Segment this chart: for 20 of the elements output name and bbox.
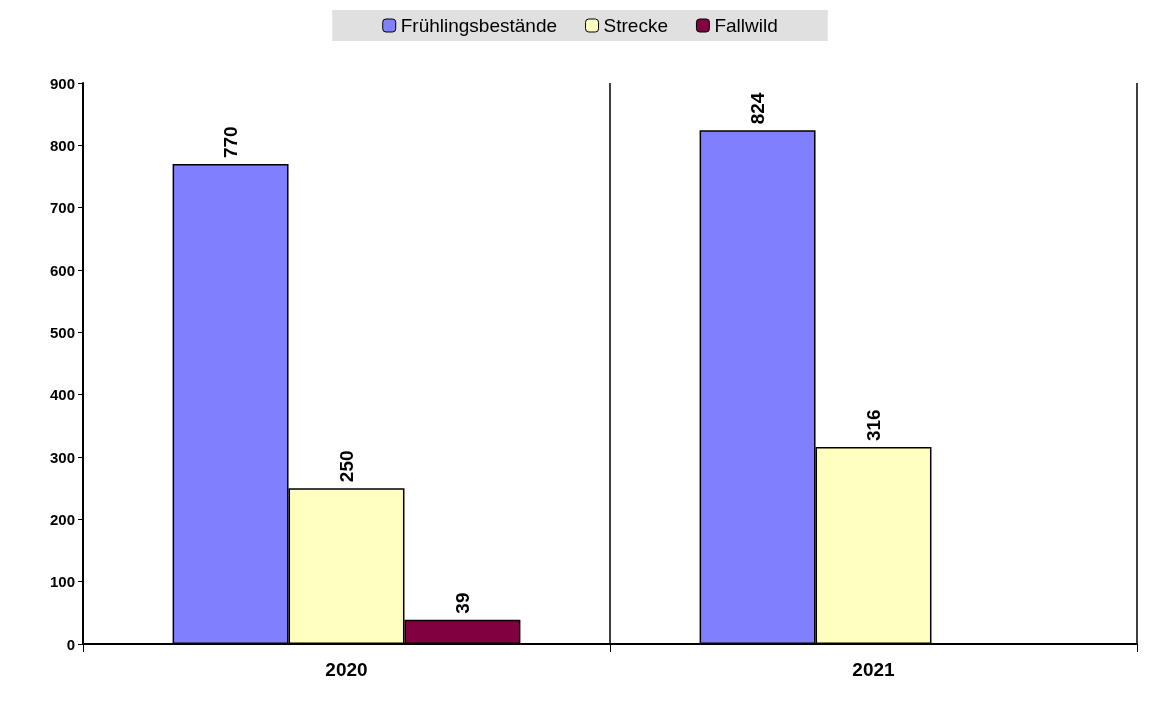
data-label: 316	[863, 409, 884, 442]
legend-label: Frühlingsbestände	[400, 15, 558, 36]
y-tick-label: 300	[49, 448, 75, 466]
y-tick-label: 900	[49, 74, 75, 92]
x-tick-label: 2021	[852, 659, 896, 680]
data-label: 770	[220, 126, 242, 159]
legend-label: Strecke	[603, 15, 668, 36]
y-tick-label: 0	[66, 635, 75, 653]
y-tick-label: 500	[49, 323, 75, 341]
legend-label: Fallwild	[714, 15, 778, 36]
y-tick-label: 400	[49, 386, 75, 404]
y-tick-label: 100	[49, 573, 75, 591]
data-label: 824	[747, 92, 769, 125]
y-tick-label: 600	[49, 261, 75, 279]
y-tick-label: 700	[49, 199, 75, 217]
y-tick-label: 200	[49, 510, 75, 528]
data-label: 39	[451, 592, 473, 614]
y-tick-label: 800	[49, 136, 75, 154]
x-tick-label: 2020	[325, 659, 368, 680]
data-label: 250	[336, 450, 357, 483]
